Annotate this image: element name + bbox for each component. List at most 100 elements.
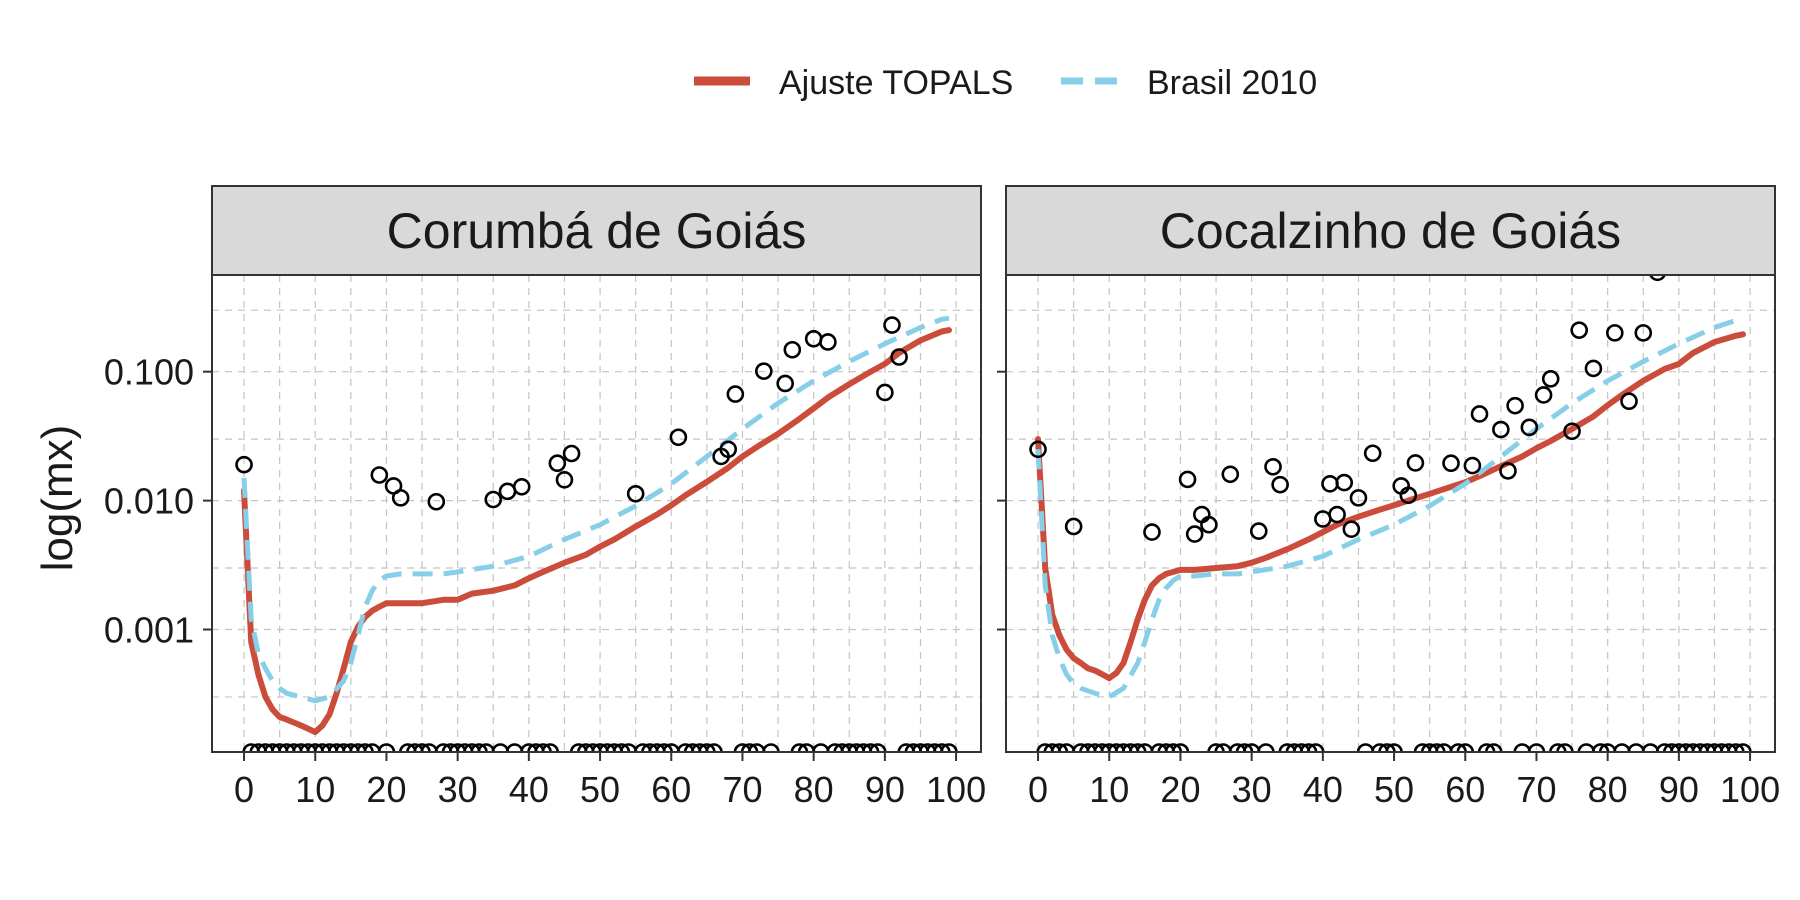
zero-point (698, 743, 716, 752)
y-tick-label: 0.010 (104, 481, 194, 522)
zero-point (861, 743, 880, 752)
x-tick-label: 0 (234, 769, 254, 810)
zero-point (1128, 743, 1147, 752)
data-point (1200, 515, 1218, 534)
x-tick-label: 20 (1160, 769, 1200, 810)
zero-point (1712, 743, 1731, 752)
zero-point (1598, 743, 1617, 752)
zero-point (762, 743, 780, 752)
zero-point (1435, 743, 1453, 752)
zero-point (811, 743, 830, 752)
zero-point (1662, 743, 1681, 752)
x-tick-label: 40 (509, 769, 549, 810)
zero-point (612, 743, 631, 752)
data-point (548, 454, 567, 473)
zero-point (491, 743, 510, 752)
data-point (1143, 523, 1161, 541)
zero-point (1306, 743, 1325, 752)
zero-point (263, 743, 282, 752)
x-tick-label: 50 (1374, 769, 1414, 810)
zero-point (1378, 743, 1396, 752)
zero-point (448, 743, 467, 752)
zero-point (1385, 743, 1403, 752)
zero-point (320, 743, 339, 752)
zero-point (420, 743, 438, 752)
x-tick-label: 90 (865, 769, 905, 810)
zero-point (1036, 743, 1054, 752)
zero-point (854, 743, 873, 752)
zero-point (1278, 743, 1297, 752)
zero-point (1449, 743, 1467, 752)
data-point (669, 428, 688, 447)
zero-point (1242, 743, 1261, 752)
y-tick-label: 0.100 (104, 352, 194, 393)
legend: Ajuste TOPALS Brasil 2010 (694, 64, 1317, 102)
zero-point (334, 743, 353, 752)
zero-point (584, 743, 602, 752)
zero-point (292, 743, 310, 752)
x-tick-label: 30 (438, 769, 478, 810)
zero-point (733, 743, 752, 752)
zero-point (1235, 743, 1254, 752)
zero-point (1734, 743, 1752, 752)
data-point (719, 440, 738, 459)
data-point (1605, 324, 1624, 342)
data-point (726, 385, 745, 403)
data-point (1342, 520, 1361, 539)
y-axis-title: log(mx) (33, 425, 82, 572)
zero-point (534, 743, 552, 752)
data-point (755, 362, 773, 380)
zero-point (1093, 743, 1111, 752)
zero-point (676, 743, 695, 752)
data-point (1620, 392, 1638, 411)
zero-point (1057, 743, 1076, 752)
zero-point (1677, 743, 1695, 752)
zero-point (406, 743, 424, 752)
data-point (819, 333, 837, 351)
zero-point (933, 743, 951, 752)
zero-point (911, 743, 930, 752)
zero-point (1413, 743, 1432, 752)
zero-point (605, 743, 624, 752)
zero-point (690, 743, 709, 752)
zero-point (1456, 743, 1475, 752)
zero-point (897, 743, 916, 752)
data-point (370, 466, 389, 484)
x-tick-label: 60 (651, 769, 691, 810)
zero-point (705, 743, 723, 752)
zero-point (434, 743, 453, 752)
zero-point (683, 743, 702, 752)
zero-point (1071, 743, 1090, 752)
zero-point (1136, 743, 1154, 752)
data-point (1185, 525, 1204, 543)
data-point (776, 374, 794, 393)
zero-point (1549, 743, 1567, 752)
zero-point (470, 743, 488, 752)
zero-point (1285, 743, 1304, 752)
zero-point (377, 743, 396, 752)
zero-point (619, 743, 638, 752)
grid (212, 275, 981, 752)
zero-point (1684, 743, 1702, 752)
x-tick-label: 100 (1720, 769, 1780, 810)
zero-point (413, 743, 431, 752)
zero-point (1114, 743, 1133, 752)
zero-point (277, 743, 296, 752)
zero-point (648, 743, 666, 752)
x-tick-label: 20 (366, 769, 406, 810)
data-point (1349, 489, 1368, 507)
plot-area (1006, 275, 1775, 752)
zero-point (270, 743, 289, 752)
zero-point (477, 743, 495, 752)
zero-point (747, 743, 766, 752)
data-point (626, 484, 645, 503)
data-point (427, 492, 446, 511)
data-point (484, 490, 503, 509)
zero-point (399, 743, 417, 752)
zero-point (1079, 743, 1097, 752)
facet-title: Corumbá de Goiás (387, 203, 807, 259)
zero-point (541, 743, 560, 752)
panel-corumba: Corumbá de Goiás 0 10 20 30 40 50 60 70 80 90 100 0.… (104, 185, 986, 810)
zero-point (1150, 743, 1168, 752)
